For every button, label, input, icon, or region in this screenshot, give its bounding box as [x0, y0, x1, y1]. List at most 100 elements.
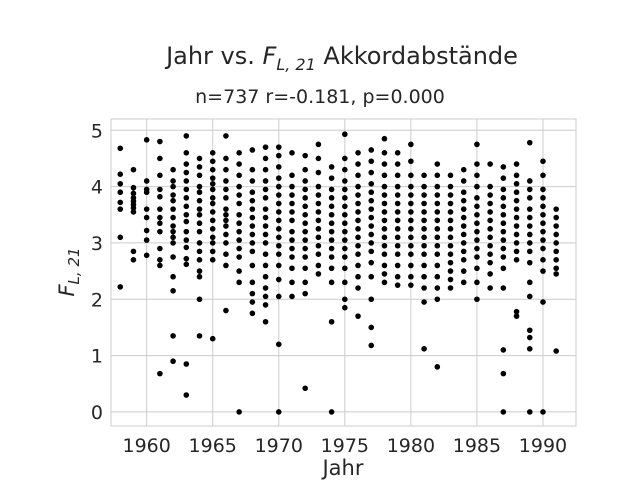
data-point	[487, 226, 493, 232]
data-point	[236, 192, 242, 198]
data-point	[434, 251, 441, 257]
data-point	[434, 161, 441, 167]
data-point	[183, 149, 190, 156]
data-point	[500, 245, 507, 252]
data-point	[460, 240, 467, 246]
data-point	[315, 242, 322, 249]
data-points	[117, 131, 559, 415]
data-point	[209, 335, 216, 342]
data-point	[157, 262, 163, 269]
data-point	[249, 231, 256, 238]
data-point	[236, 409, 242, 415]
x-tick-label: 1985	[453, 435, 501, 457]
y-tick-labels: 0 1 2 3 4 5	[91, 120, 103, 424]
data-point	[487, 242, 493, 249]
data-point	[540, 228, 546, 235]
data-point	[381, 149, 388, 156]
data-point	[540, 268, 546, 274]
data-point	[302, 385, 308, 392]
data-point	[474, 172, 480, 179]
data-point	[315, 226, 322, 232]
data-point	[526, 248, 533, 255]
data-point	[157, 370, 163, 377]
data-point	[170, 192, 176, 198]
data-point	[513, 197, 520, 204]
data-point	[170, 358, 176, 365]
data-point	[183, 211, 190, 218]
data-point	[249, 262, 256, 269]
data-point	[487, 192, 493, 198]
data-point	[381, 234, 388, 241]
y-tick-label: 1	[91, 346, 103, 368]
data-point	[275, 200, 282, 207]
data-point	[355, 285, 361, 291]
data-point	[460, 206, 467, 212]
data-point	[289, 149, 295, 156]
data-point	[513, 180, 520, 187]
x-tick-label: 1965	[189, 435, 237, 457]
data-point	[183, 228, 190, 235]
data-point	[394, 192, 401, 198]
data-point	[302, 152, 308, 159]
data-point	[355, 192, 361, 198]
data-point	[487, 251, 493, 257]
data-point	[434, 183, 441, 190]
data-point	[196, 273, 203, 280]
data-point	[460, 268, 467, 274]
data-point	[381, 262, 388, 269]
data-point	[421, 251, 427, 257]
data-point	[342, 245, 348, 252]
data-point	[236, 245, 242, 252]
data-point	[487, 234, 493, 241]
data-point	[342, 254, 348, 260]
data-point	[117, 206, 124, 212]
data-point	[223, 217, 229, 224]
data-point	[381, 183, 388, 190]
data-point	[289, 245, 295, 252]
data-point	[434, 285, 441, 291]
data-point	[474, 245, 480, 252]
data-point	[342, 195, 348, 201]
data-point	[315, 234, 322, 241]
data-point	[143, 178, 150, 184]
data-point	[170, 206, 176, 212]
data-point	[289, 254, 295, 260]
data-point	[223, 166, 229, 173]
data-point	[487, 209, 493, 215]
data-point	[513, 231, 520, 238]
data-point	[474, 183, 480, 190]
x-tick-label: 1970	[255, 435, 303, 457]
data-point	[513, 214, 520, 221]
data-point	[394, 209, 401, 215]
data-point	[368, 206, 375, 212]
data-point	[540, 220, 546, 227]
data-point	[540, 409, 546, 415]
data-point	[394, 200, 401, 207]
data-point	[236, 220, 242, 227]
data-point	[249, 240, 256, 246]
plot-area	[110, 118, 577, 427]
data-point	[355, 172, 361, 179]
data-point	[368, 273, 375, 280]
data-point	[368, 189, 375, 196]
data-point	[143, 227, 150, 234]
data-point	[262, 144, 269, 150]
data-point	[302, 195, 308, 201]
data-point	[328, 409, 335, 415]
data-point	[302, 279, 308, 286]
y-tick-label: 5	[91, 120, 103, 142]
data-point	[355, 149, 361, 156]
data-point	[500, 347, 507, 353]
data-point	[460, 178, 467, 184]
data-point	[553, 248, 559, 255]
data-point	[289, 217, 295, 224]
data-point	[236, 228, 242, 235]
data-point	[434, 200, 441, 207]
data-point	[487, 285, 493, 291]
data-point	[328, 237, 335, 243]
data-point	[394, 183, 401, 190]
data-point	[157, 206, 163, 212]
grid-lines	[111, 119, 576, 426]
data-point	[421, 209, 427, 215]
data-point	[474, 265, 480, 272]
